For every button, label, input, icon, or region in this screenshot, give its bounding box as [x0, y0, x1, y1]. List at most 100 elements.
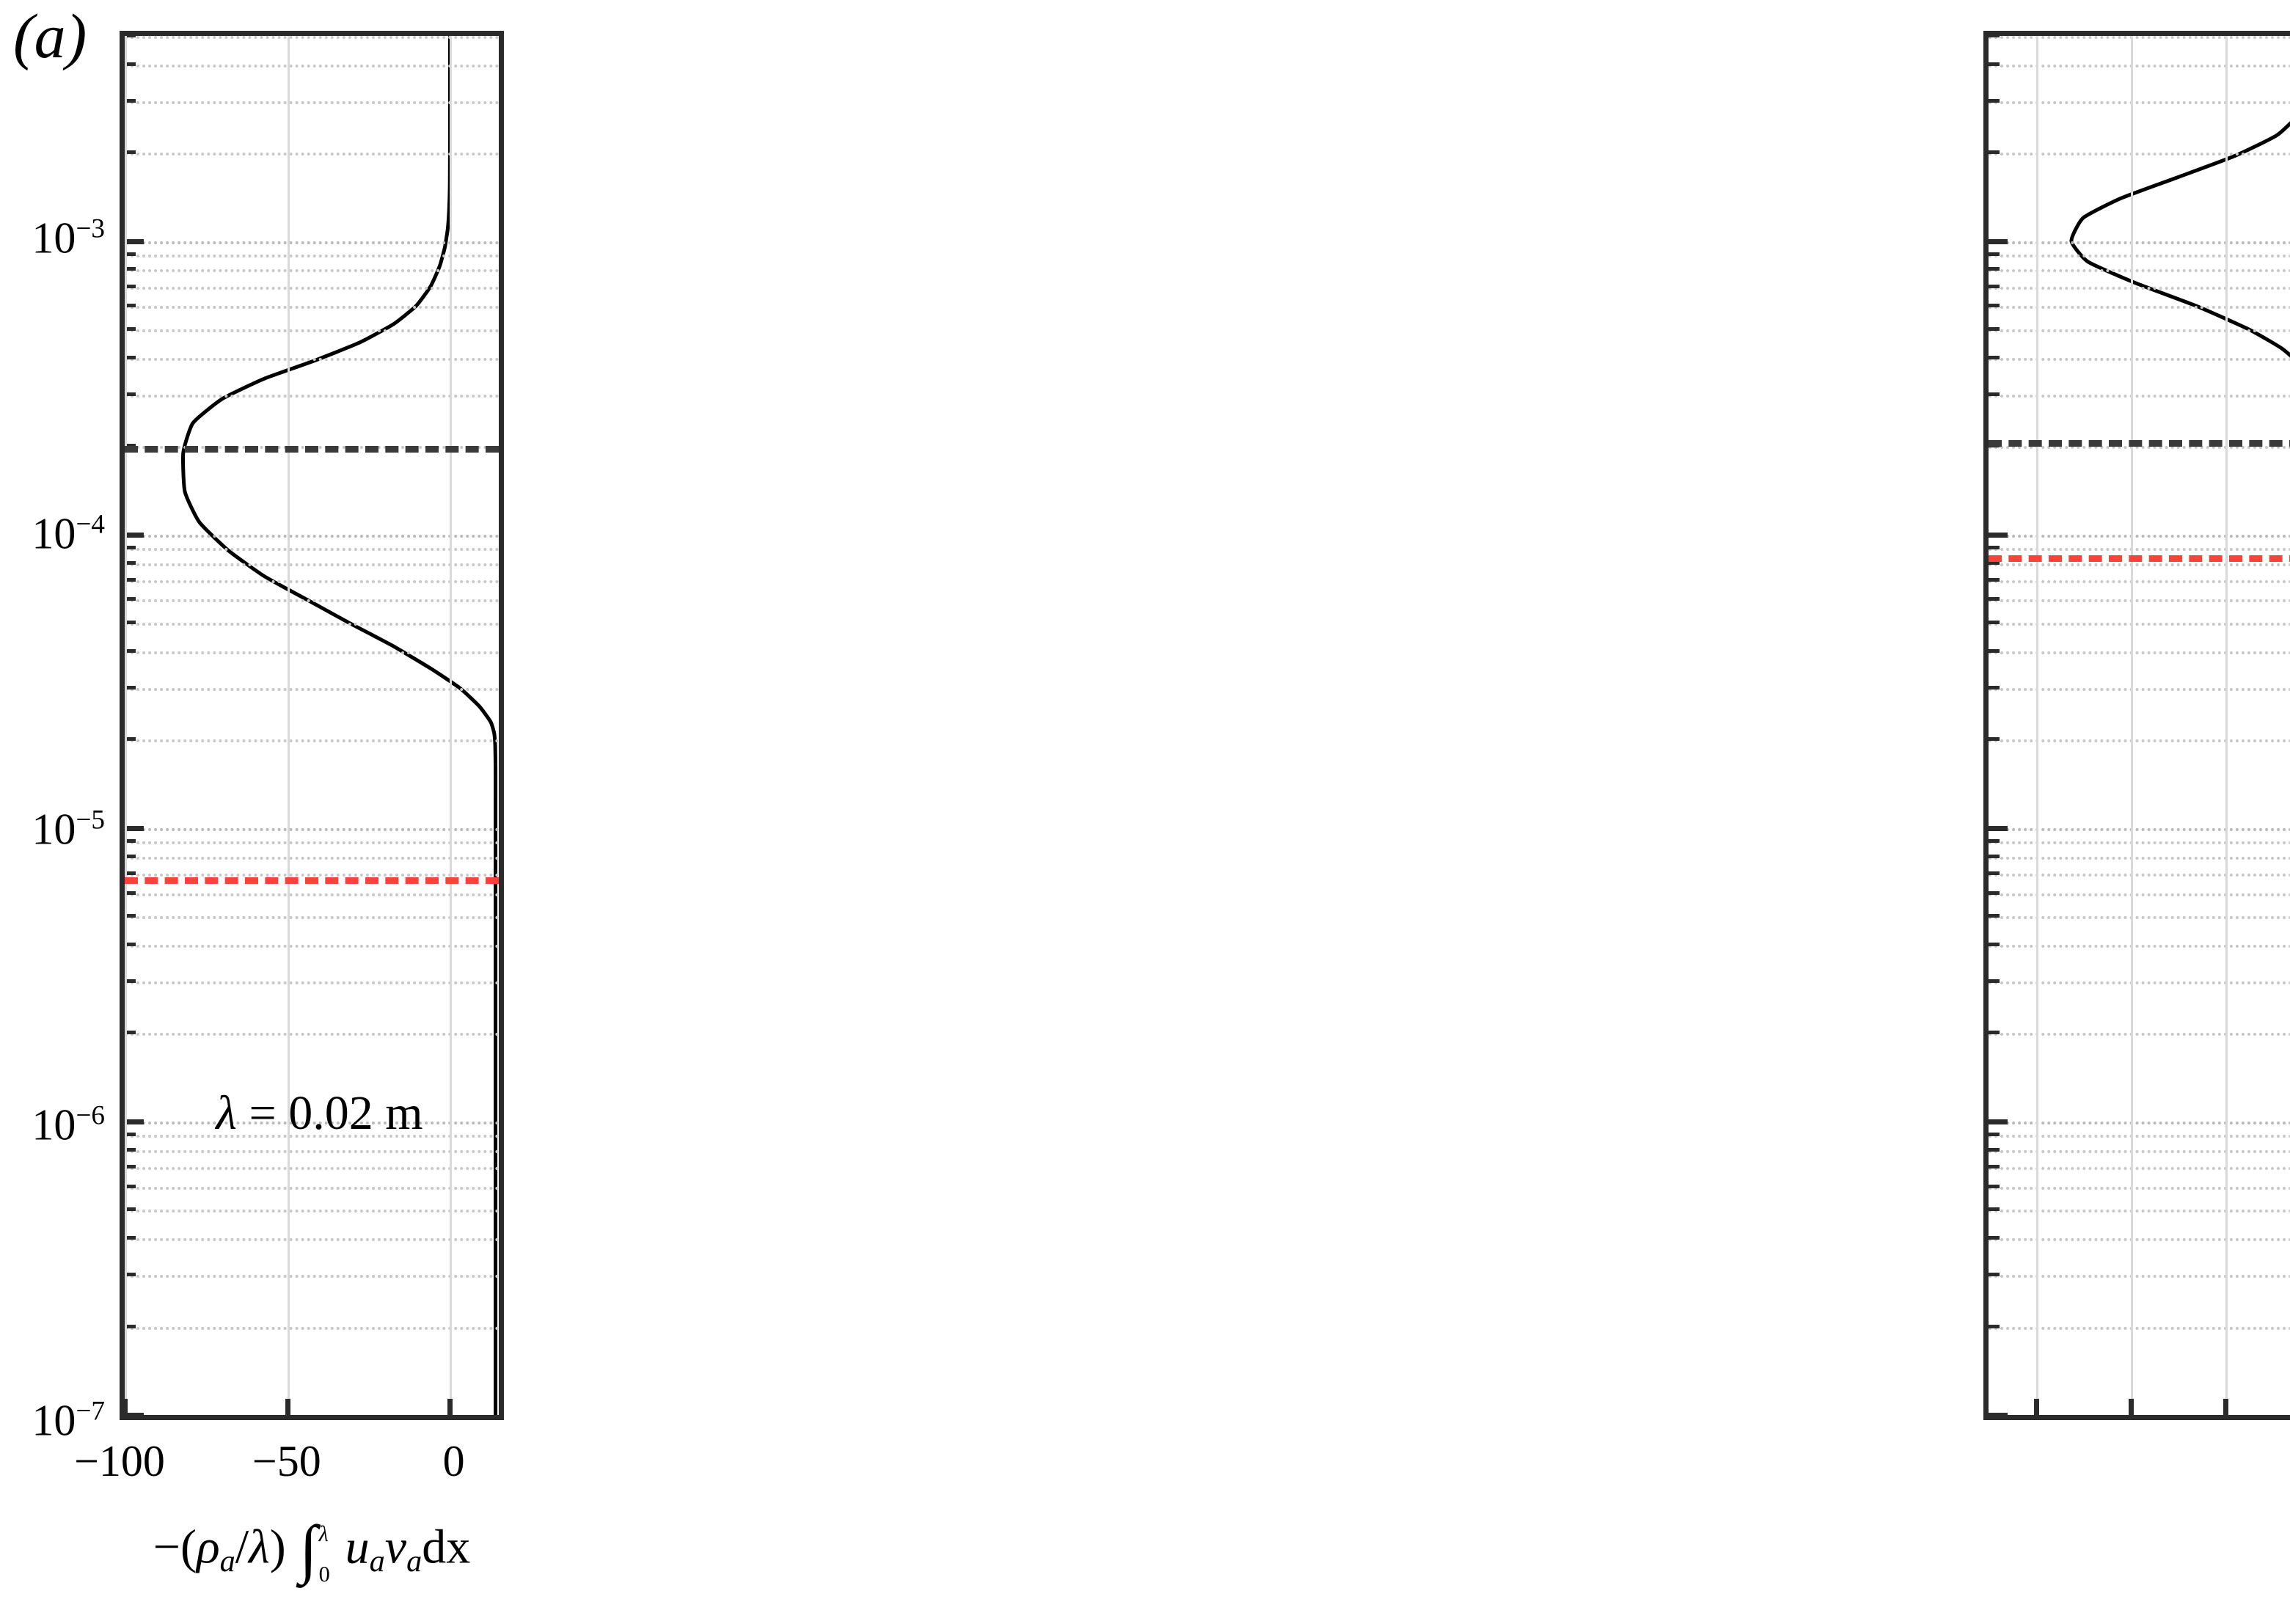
y-gridline-minor	[125, 64, 499, 67]
y-axis-tick	[125, 355, 136, 359]
y-tick-exponent: −4	[76, 509, 105, 540]
y-gridline-minor	[1989, 893, 2290, 896]
y-gridline-minor	[125, 599, 499, 603]
panel-b-plot-area	[1983, 31, 2290, 1420]
y-axis-tick	[1989, 327, 2000, 332]
y-axis-tick	[1989, 532, 2008, 538]
y-gridline-minor	[125, 1149, 499, 1153]
y-gridline-minor	[1989, 873, 2290, 877]
x-tick-label: −50	[252, 1437, 321, 1485]
y-axis-tick	[125, 685, 136, 690]
panel-b: (b) 10−310−410−510−610−7 −600−400−2000 z…	[1145, 0, 2290, 1624]
panel-a-label: (a)	[13, 1, 87, 71]
y-gridline-major	[125, 534, 499, 538]
y-gridline-minor	[125, 1166, 499, 1170]
y-gridline-minor	[125, 1210, 499, 1213]
y-tick-exponent: −3	[76, 213, 105, 244]
y-axis-tick	[1989, 1031, 2000, 1035]
y-gridline-minor	[125, 1238, 499, 1242]
y-gridline-minor	[1989, 446, 2290, 450]
y-gridline-minor	[1989, 916, 2290, 920]
y-gridline-minor	[1989, 286, 2290, 290]
y-axis-tick	[125, 238, 144, 244]
x-axis-tick	[2033, 1399, 2039, 1415]
y-gridline-minor	[125, 1186, 499, 1190]
y-gridline-minor	[1989, 841, 2290, 845]
y-axis-tick	[1989, 979, 2000, 984]
y-axis-tick	[1989, 839, 2000, 844]
y-axis-tick	[1989, 252, 2000, 256]
y-axis-tick	[1989, 355, 2000, 359]
y-gridline-minor	[1989, 599, 2290, 603]
x-title-v-sub: a	[406, 1544, 422, 1579]
y-axis-tick	[125, 1119, 144, 1124]
y-gridline-minor	[1989, 357, 2290, 361]
y-gridline-minor	[125, 687, 499, 691]
x-gridline	[2130, 36, 2133, 1415]
y-gridline-minor	[1989, 548, 2290, 552]
y-gridline-minor	[1989, 1135, 2290, 1138]
y-gridline-minor	[125, 1033, 499, 1036]
x-title-dx: dx	[422, 1520, 471, 1574]
y-axis-tick	[125, 871, 136, 875]
y-gridline-minor	[1989, 254, 2290, 257]
y-gridline-minor	[125, 306, 499, 310]
y-axis-tick	[1989, 1413, 2008, 1415]
y-axis-tick	[125, 839, 136, 844]
x-gridline	[125, 36, 127, 1415]
y-gridline-minor	[1989, 1275, 2290, 1279]
y-axis-tick	[125, 1324, 136, 1328]
y-gridline-minor	[125, 945, 499, 948]
y-axis-tick	[1989, 943, 2000, 947]
y-tick-mantissa: 10	[32, 1396, 76, 1445]
y-gridline-minor	[1989, 306, 2290, 310]
y-gridline-minor	[125, 1326, 499, 1330]
x-gridline	[2225, 36, 2228, 1415]
y-axis-tick	[1989, 304, 2000, 308]
y-gridline-minor	[125, 651, 499, 654]
y-gridline-minor	[125, 856, 499, 860]
x-gridline	[2035, 36, 2038, 1415]
y-axis-tick	[1989, 62, 2000, 66]
y-axis-tick	[1989, 685, 2000, 690]
y-axis-tick	[125, 1164, 136, 1168]
y-axis-tick	[1989, 284, 2000, 288]
y-gridline-minor	[125, 36, 499, 39]
y-axis-tick	[1989, 267, 2000, 271]
y-gridline-minor	[1989, 623, 2290, 626]
y-axis-tick	[125, 546, 136, 550]
y-gridline-minor	[1989, 579, 2290, 583]
y-axis-tick	[1989, 1236, 2000, 1240]
y-tick-mantissa: 10	[32, 805, 76, 854]
y-axis-tick	[1989, 36, 2000, 37]
y-gridline-minor	[1989, 1166, 2290, 1170]
reference-line-red-dash-dot	[1989, 555, 2290, 562]
y-axis-tick	[125, 621, 136, 625]
annot-value: 0.02	[288, 1086, 373, 1141]
y-axis-tick	[1989, 1119, 2008, 1124]
y-axis-tick	[125, 252, 136, 256]
y-axis-tick	[125, 854, 136, 858]
integral-lower-limit: 0	[318, 1561, 330, 1587]
y-tick-label: 10−7	[0, 1396, 105, 1445]
y-axis-tick	[1989, 560, 2000, 565]
y-gridline-minor	[125, 981, 499, 985]
y-axis-tick	[1989, 98, 2000, 103]
y-gridline-minor	[1989, 269, 2290, 273]
curve-path-momentum-flux-profile	[183, 36, 496, 1415]
x-title-slash: /	[235, 1520, 249, 1574]
y-gridline-minor	[125, 916, 499, 920]
y-gridline-minor	[125, 100, 499, 104]
y-gridline-minor	[1989, 1149, 2290, 1153]
y-axis-tick	[1989, 621, 2000, 625]
y-axis-tick	[125, 267, 136, 271]
y-axis-tick	[125, 597, 136, 601]
y-gridline-major	[1989, 241, 2290, 244]
x-tick-label: −100	[74, 1437, 165, 1485]
x-title-prefix: −(	[153, 1520, 197, 1574]
y-gridline-minor	[125, 286, 499, 290]
y-gridline-minor	[125, 548, 499, 552]
y-axis-tick	[125, 1236, 136, 1240]
x-title-u: u	[345, 1520, 370, 1574]
